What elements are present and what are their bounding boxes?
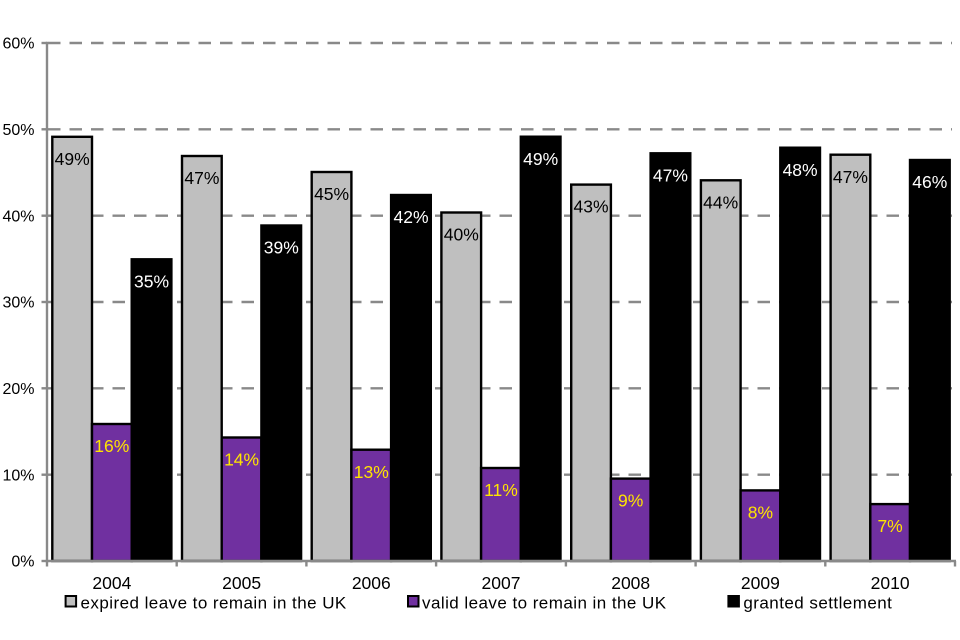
svg-text:46%: 46% — [912, 172, 947, 192]
svg-text:42%: 42% — [393, 207, 428, 227]
svg-text:43%: 43% — [573, 197, 608, 217]
svg-text:8%: 8% — [748, 503, 773, 523]
svg-text:49%: 49% — [523, 149, 558, 169]
svg-text:2004: 2004 — [92, 573, 131, 593]
svg-text:7%: 7% — [877, 516, 902, 536]
svg-text:35%: 35% — [134, 271, 169, 291]
svg-text:16%: 16% — [94, 436, 129, 456]
svg-text:expired leave to remain in the: expired leave to remain in the UK — [81, 594, 347, 613]
svg-text:45%: 45% — [314, 184, 349, 204]
svg-text:44%: 44% — [703, 192, 738, 212]
svg-text:2010: 2010 — [871, 573, 910, 593]
svg-text:30%: 30% — [2, 295, 34, 312]
svg-text:48%: 48% — [783, 160, 818, 180]
svg-text:11%: 11% — [484, 480, 518, 500]
svg-text:60%: 60% — [2, 36, 34, 53]
svg-text:9%: 9% — [618, 491, 643, 511]
svg-text:2007: 2007 — [482, 573, 521, 593]
svg-text:40%: 40% — [2, 208, 34, 225]
svg-text:granted settlement: granted settlement — [743, 594, 892, 613]
svg-text:13%: 13% — [354, 462, 389, 482]
svg-text:14%: 14% — [224, 450, 259, 470]
svg-text:47%: 47% — [184, 168, 219, 188]
svg-text:2009: 2009 — [741, 573, 780, 593]
svg-text:2005: 2005 — [222, 573, 261, 593]
svg-text:10%: 10% — [2, 467, 34, 484]
svg-text:2008: 2008 — [611, 573, 650, 593]
svg-text:50%: 50% — [2, 122, 34, 139]
svg-text:0%: 0% — [11, 554, 34, 571]
svg-text:47%: 47% — [653, 165, 688, 185]
svg-text:2006: 2006 — [352, 573, 391, 593]
svg-text:20%: 20% — [2, 381, 34, 398]
svg-text:49%: 49% — [55, 149, 90, 169]
svg-text:47%: 47% — [833, 167, 868, 187]
svg-text:valid leave to remain in the U: valid leave to remain in the UK — [422, 594, 667, 613]
svg-text:39%: 39% — [264, 238, 299, 258]
svg-text:40%: 40% — [444, 225, 479, 245]
